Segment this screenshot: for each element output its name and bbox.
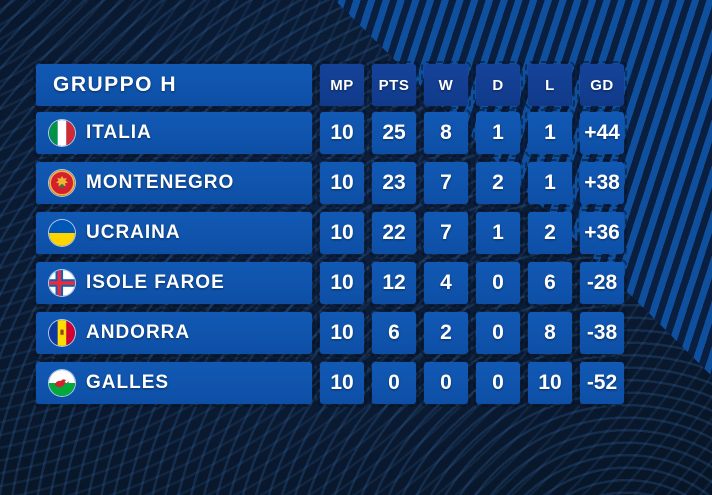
stat-d: 1 — [473, 109, 523, 157]
column-header-d: D — [473, 61, 523, 109]
stat-pts: 25 — [369, 109, 419, 157]
stat-gd: +44 — [577, 109, 627, 157]
stat-w: 7 — [421, 159, 471, 207]
wales-flag-icon — [49, 370, 75, 396]
column-header-pts: PTS — [369, 61, 419, 109]
group-title-panel: GRUPPO H — [33, 61, 315, 109]
stat-pts: 6 — [369, 309, 419, 357]
stat-d: 0 — [473, 309, 523, 357]
stat-w: 0 — [421, 359, 471, 407]
italy-flag-icon — [49, 120, 75, 146]
stat-gd: -38 — [577, 309, 627, 357]
table-row-ucraina: UCRAINA 10 22 7 1 2 +36 — [33, 209, 627, 257]
stat-gd: -28 — [577, 259, 627, 307]
stat-mp: 10 — [317, 159, 367, 207]
stat-mp: 10 — [317, 209, 367, 257]
team-panel: ANDORRA — [33, 309, 315, 357]
table-row-andorra: ANDORRA 10 6 2 0 8 -38 — [33, 309, 627, 357]
stat-d: 2 — [473, 159, 523, 207]
team-panel: ISOLE FAROE — [33, 259, 315, 307]
stat-mp: 10 — [317, 309, 367, 357]
team-panel: ITALIA — [33, 109, 315, 157]
stat-pts: 12 — [369, 259, 419, 307]
team-name: MONTENEGRO — [86, 172, 235, 193]
stat-gd: +36 — [577, 209, 627, 257]
stat-gd: +38 — [577, 159, 627, 207]
team-name: ANDORRA — [86, 322, 191, 343]
team-name: ITALIA — [86, 122, 152, 143]
stat-gd: -52 — [577, 359, 627, 407]
stat-mp: 10 — [317, 259, 367, 307]
stat-mp: 10 — [317, 359, 367, 407]
stat-pts: 22 — [369, 209, 419, 257]
stat-l: 8 — [525, 309, 575, 357]
ukraine-flag-icon — [49, 220, 75, 246]
stat-d: 0 — [473, 259, 523, 307]
stat-l: 6 — [525, 259, 575, 307]
table-row-montenegro: MONTENEGRO 10 23 7 2 1 +38 — [33, 159, 627, 207]
team-panel: GALLES — [33, 359, 315, 407]
column-header-gd: GD — [577, 61, 627, 109]
stat-l: 1 — [525, 159, 575, 207]
stat-l: 1 — [525, 109, 575, 157]
table-header-row: GRUPPO H MP PTS W D L GD — [33, 61, 627, 109]
montenegro-flag-icon — [49, 170, 75, 196]
stat-l: 10 — [525, 359, 575, 407]
group-title: GRUPPO H — [53, 73, 178, 96]
standings-table: GRUPPO H MP PTS W D L GD I — [33, 61, 627, 412]
team-panel: UCRAINA — [33, 209, 315, 257]
team-name: GALLES — [86, 372, 170, 393]
stat-d: 0 — [473, 359, 523, 407]
stat-mp: 10 — [317, 109, 367, 157]
andorra-flag-icon — [49, 320, 75, 346]
column-header-mp: MP — [317, 61, 367, 109]
stat-d: 1 — [473, 209, 523, 257]
stat-w: 7 — [421, 209, 471, 257]
table-row-galles: GALLES 10 0 0 0 10 -52 — [33, 359, 627, 407]
team-panel: MONTENEGRO — [33, 159, 315, 207]
stat-w: 2 — [421, 309, 471, 357]
column-header-l: L — [525, 61, 575, 109]
faroe-islands-flag-icon — [49, 270, 75, 296]
stat-l: 2 — [525, 209, 575, 257]
stat-w: 4 — [421, 259, 471, 307]
stat-w: 8 — [421, 109, 471, 157]
column-header-w: W — [421, 61, 471, 109]
team-name: ISOLE FAROE — [86, 272, 225, 293]
team-name: UCRAINA — [86, 222, 181, 243]
stat-pts: 0 — [369, 359, 419, 407]
table-row-italia: ITALIA 10 25 8 1 1 +44 — [33, 109, 627, 157]
stat-pts: 23 — [369, 159, 419, 207]
table-row-isole-faroe: ISOLE FAROE 10 12 4 0 6 -28 — [33, 259, 627, 307]
